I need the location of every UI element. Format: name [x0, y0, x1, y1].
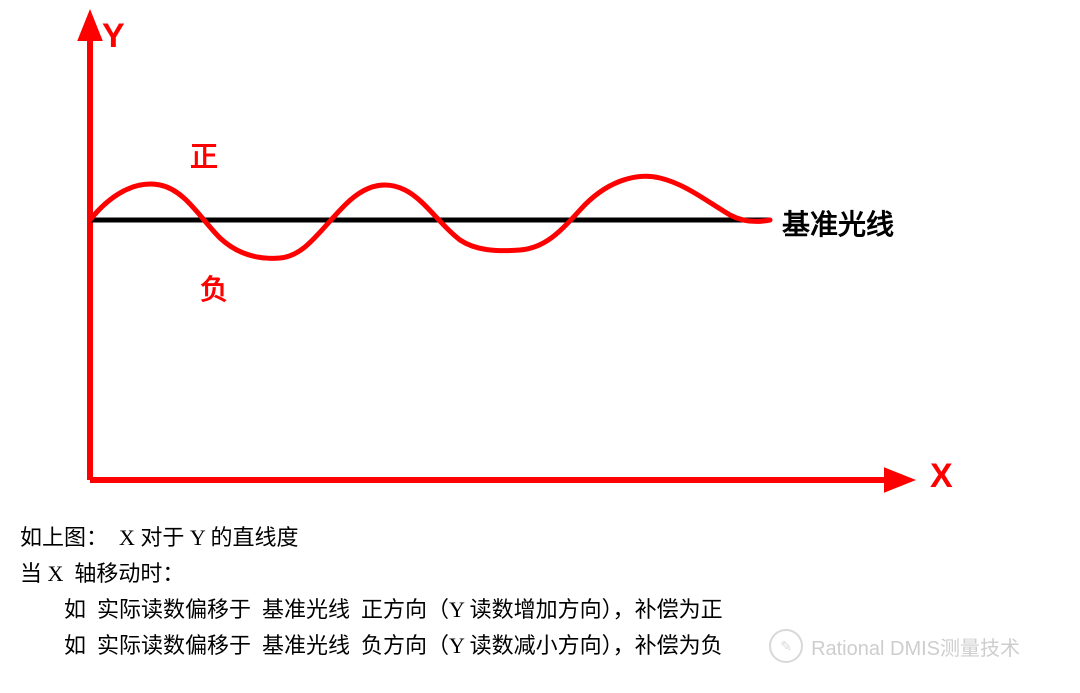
caption-line: 当 X 轴移动时：	[20, 556, 1060, 592]
annotation-negative: 负	[200, 268, 228, 308]
y-axis-label: Y	[102, 17, 125, 56]
annotation-positive: 正	[190, 135, 218, 175]
baseline-label: 基准光线	[782, 203, 894, 243]
x-axis-label: X	[930, 457, 953, 496]
watermark-icon: ✎	[769, 629, 803, 663]
caption-line: 如上图： X 对于 Y 的直线度	[20, 520, 1060, 556]
diagram-area: Y X 基准光线 正 负	[0, 0, 1080, 500]
diagram-svg	[0, 0, 1080, 500]
caption-line: 如 实际读数偏移于 基准光线 正方向（Y 读数增加方向），补偿为正	[20, 592, 1060, 628]
watermark: ✎ Rational DMIS测量技术	[769, 629, 1020, 663]
watermark-text: Rational DMIS测量技术	[811, 632, 1020, 661]
